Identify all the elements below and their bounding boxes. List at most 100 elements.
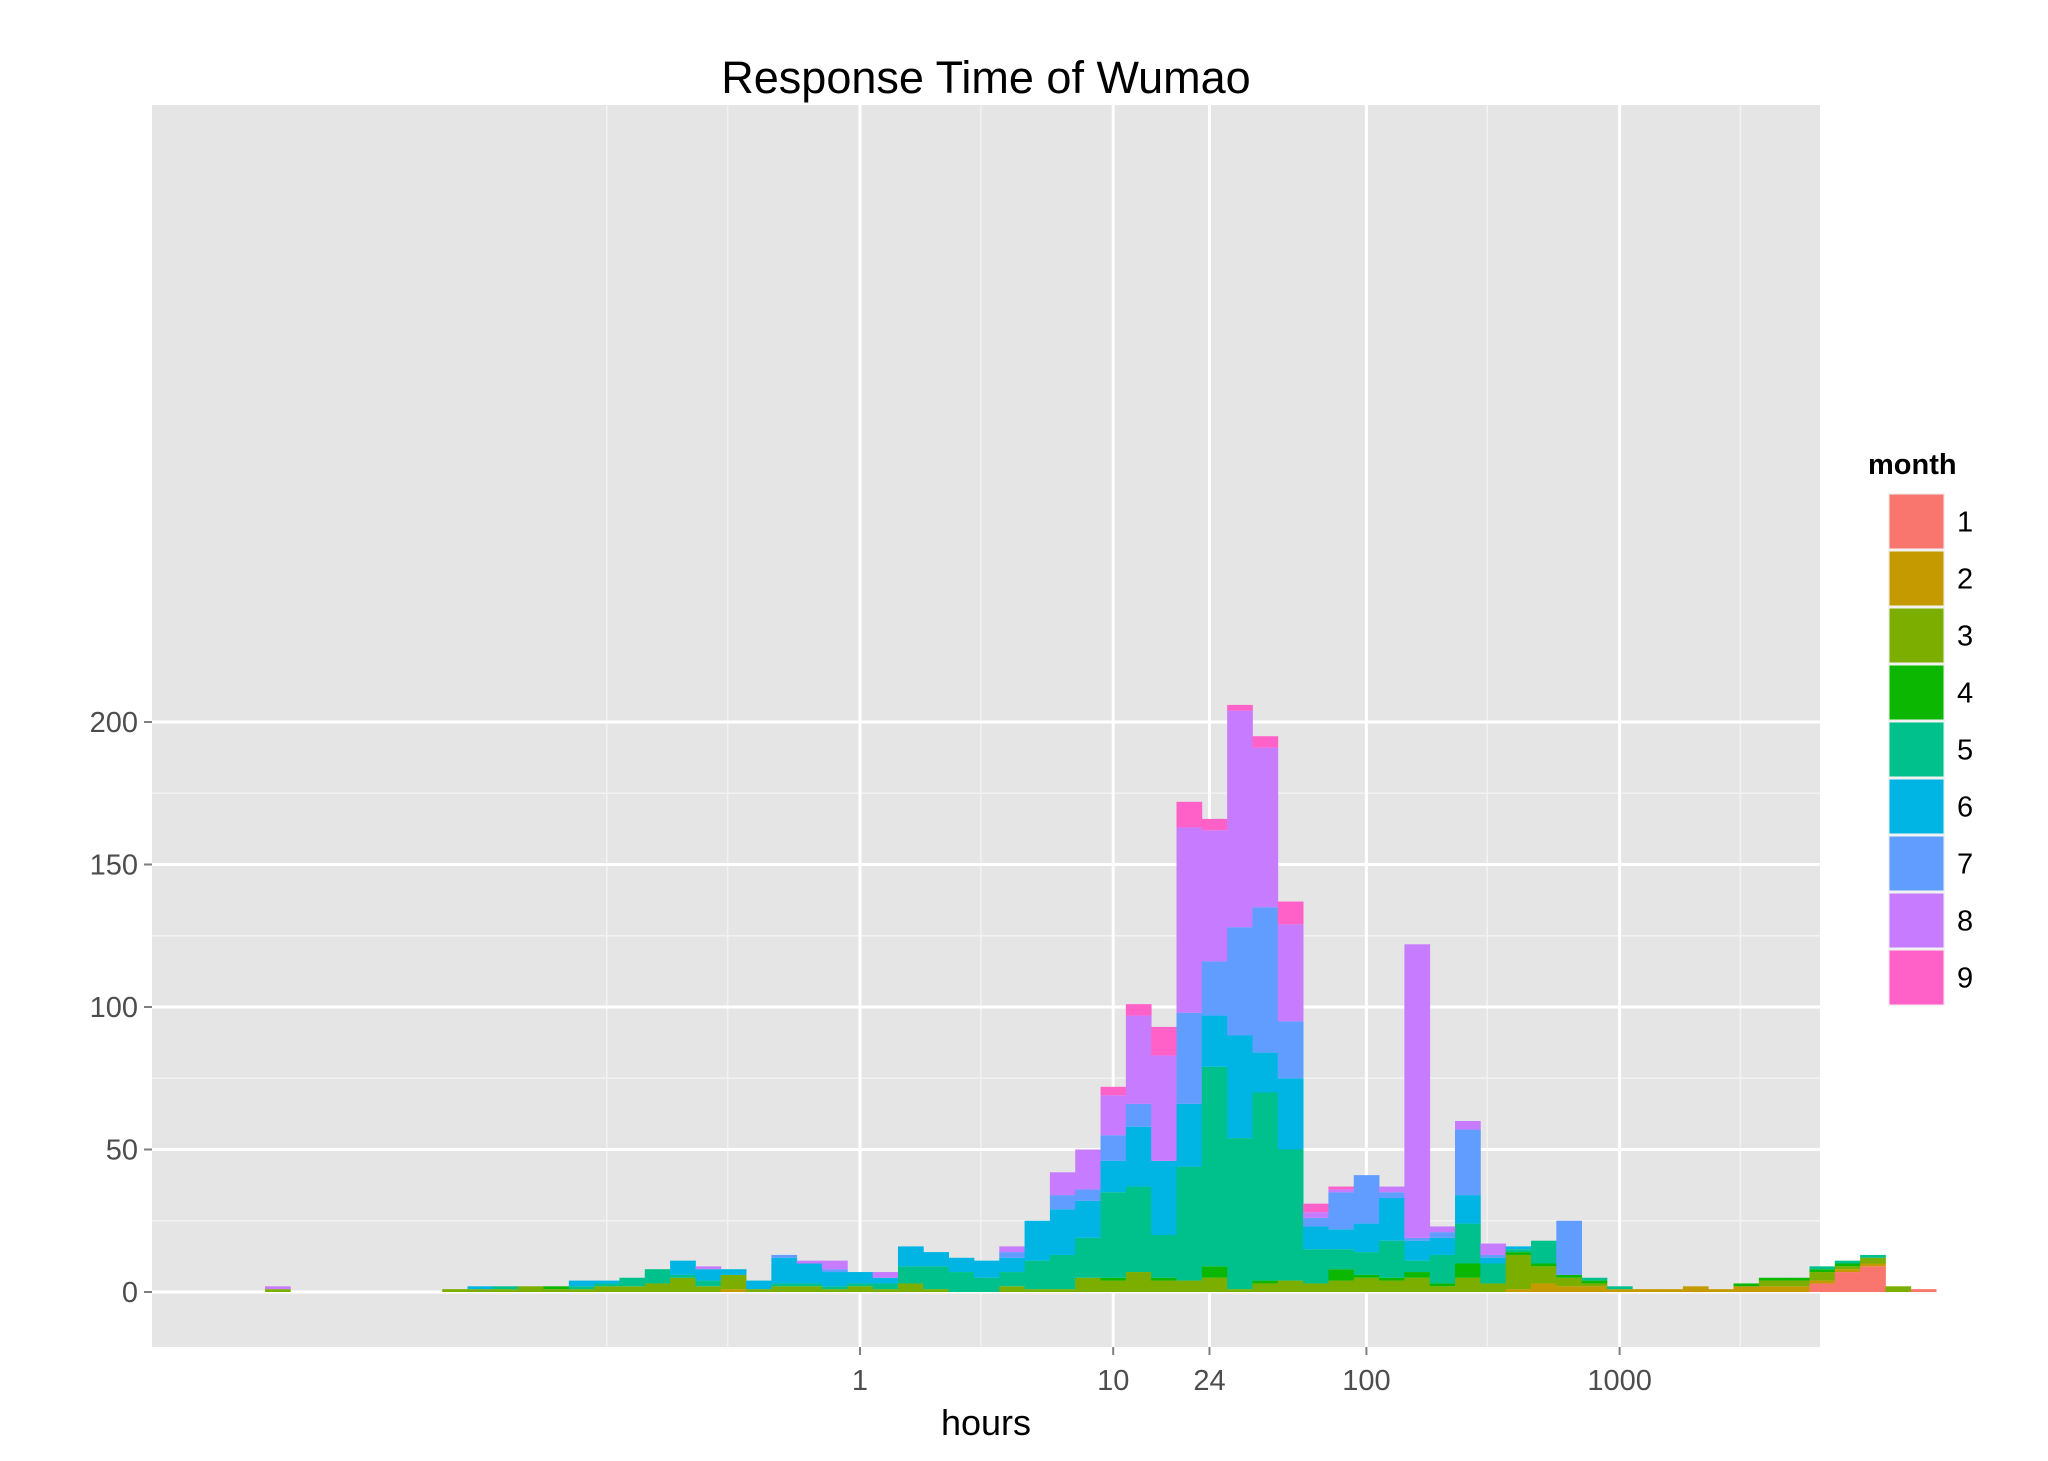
bar-segment-month-8 [1151, 1055, 1177, 1161]
bar-segment-month-3 [1151, 1280, 1177, 1292]
bar-segment-month-8 [1176, 827, 1203, 1013]
bar-segment-month-7 [1049, 1195, 1076, 1210]
bar-segment-month-4 [1201, 1266, 1228, 1278]
bar-segment-month-5 [1201, 1066, 1228, 1267]
bar-segment-month-2 [1860, 1263, 1886, 1267]
bar-segment-month-9 [1201, 818, 1228, 831]
bar-segment-month-4 [1328, 1269, 1355, 1281]
bar-segment-month-7 [1429, 1232, 1456, 1238]
bar-segment-month-8 [1049, 1172, 1076, 1196]
bar-segment-month-1 [1834, 1272, 1861, 1292]
bar-segment-month-5 [1455, 1223, 1481, 1264]
bar-segment-month-7 [999, 1252, 1025, 1258]
bar-segment-month-6 [948, 1257, 975, 1273]
bar-segment-month-3 [1809, 1272, 1836, 1281]
bar-segment-month-3 [1556, 1277, 1583, 1287]
bar-segment-month-3 [1176, 1280, 1203, 1292]
bar-segment-month-9 [1176, 801, 1203, 828]
bar-segment-month-5 [619, 1277, 646, 1287]
y-tick-label: 150 [90, 850, 138, 882]
bar-segment-month-5 [1075, 1237, 1101, 1278]
bar-segment-month-6 [1049, 1209, 1076, 1255]
bar-segment-month-5 [1530, 1240, 1557, 1264]
y-tick-label: 100 [90, 992, 138, 1024]
bar-segment-month-6 [467, 1286, 494, 1290]
bar-segment-month-3 [1252, 1283, 1279, 1292]
x-tick-label: 100 [1342, 1365, 1390, 1397]
bar-segment-month-8 [872, 1272, 899, 1278]
bar-segment-month-3 [923, 1289, 950, 1292]
bar-segment-month-7 [1480, 1254, 1507, 1258]
bar-segment-month-3 [999, 1286, 1025, 1292]
bar-segment-month-8 [1201, 830, 1228, 962]
bar-segment-month-3 [1075, 1277, 1101, 1292]
bar-segment-month-6 [1201, 1015, 1228, 1067]
bar-segment-month-6 [1505, 1246, 1532, 1250]
panel-background [152, 105, 1820, 1347]
bar-segment-month-3 [1758, 1280, 1785, 1287]
bar-segment-month-3 [1227, 1289, 1253, 1292]
bar-segment-month-5 [1151, 1235, 1177, 1278]
bar-segment-month-3 [442, 1289, 468, 1292]
bar-segment-month-5 [1328, 1249, 1355, 1270]
legend-label-month-9: 9 [1957, 963, 1973, 995]
bar-segment-month-3 [518, 1286, 544, 1292]
bar-segment-month-6 [1404, 1240, 1431, 1261]
x-tick-label: 10 [1097, 1365, 1129, 1397]
bar-segment-month-6 [847, 1272, 874, 1284]
legend-label-month-6: 6 [1957, 792, 1973, 824]
bar-segment-month-1 [1809, 1283, 1836, 1292]
bar-segment-month-8 [1277, 924, 1304, 1022]
bar-segment-month-6 [1075, 1200, 1101, 1238]
bar-segment-month-5 [923, 1266, 950, 1290]
x-tick-label: 24 [1193, 1365, 1225, 1397]
bar-segment-month-1 [1860, 1266, 1886, 1292]
bar-segment-month-3 [872, 1289, 899, 1292]
bar-segment-month-2 [1733, 1286, 1760, 1292]
bar-segment-month-4 [1379, 1277, 1405, 1281]
bar-segment-month-7 [1404, 1237, 1431, 1241]
legend-label-month-2: 2 [1957, 564, 1973, 596]
y-tick-label: 0 [122, 1277, 138, 1309]
bar-segment-month-5 [670, 1274, 696, 1278]
x-tick-label: 1 [852, 1365, 868, 1397]
legend-label-month-5: 5 [1957, 735, 1973, 767]
bar-segment-month-3 [847, 1286, 874, 1292]
histogram-bars [264, 704, 1937, 1292]
bar-segment-month-5 [1379, 1240, 1405, 1278]
bar-segment-month-3 [822, 1289, 848, 1292]
bar-segment-month-3 [796, 1286, 823, 1292]
bar-segment-month-6 [872, 1277, 899, 1284]
bar-segment-month-6 [897, 1246, 924, 1267]
minor-gridlines [152, 105, 1820, 1347]
bar-segment-month-6 [670, 1260, 696, 1275]
bar-segment-month-5 [1606, 1286, 1633, 1290]
bar-segment-month-5 [1252, 1092, 1279, 1281]
bar-segment-month-5 [1581, 1277, 1608, 1281]
bar-segment-month-5 [1176, 1166, 1203, 1281]
bar-segment-month-3 [1860, 1257, 1886, 1264]
bar-segment-month-4 [1581, 1280, 1608, 1284]
bar-segment-month-3 [1379, 1280, 1405, 1292]
bar-segment-month-8 [1404, 944, 1431, 1238]
bar-segment-month-5 [1860, 1254, 1886, 1258]
bar-segment-month-8 [1125, 1015, 1152, 1104]
bar-segment-month-5 [847, 1283, 874, 1287]
bar-segment-month-5 [973, 1277, 1000, 1292]
legend-swatch-month-5 [1889, 722, 1944, 777]
bar-segment-month-6 [594, 1280, 620, 1284]
bar-segment-month-2 [1682, 1286, 1709, 1292]
bar-segment-month-8 [1075, 1149, 1101, 1190]
bar-segment-month-6 [973, 1260, 1000, 1278]
bar-segment-month-5 [822, 1286, 848, 1290]
bar-segment-month-3 [1429, 1286, 1456, 1292]
bar-segment-month-6 [999, 1257, 1025, 1273]
bar-segment-month-5 [1227, 1138, 1253, 1290]
bar-segment-month-2 [1809, 1280, 1836, 1284]
bar-segment-month-7 [1353, 1175, 1380, 1224]
bar-segment-month-2 [1556, 1286, 1583, 1292]
bar-segment-month-9 [1252, 736, 1279, 748]
legend-title: month [1868, 449, 1957, 481]
bar-segment-month-7 [1379, 1192, 1405, 1198]
